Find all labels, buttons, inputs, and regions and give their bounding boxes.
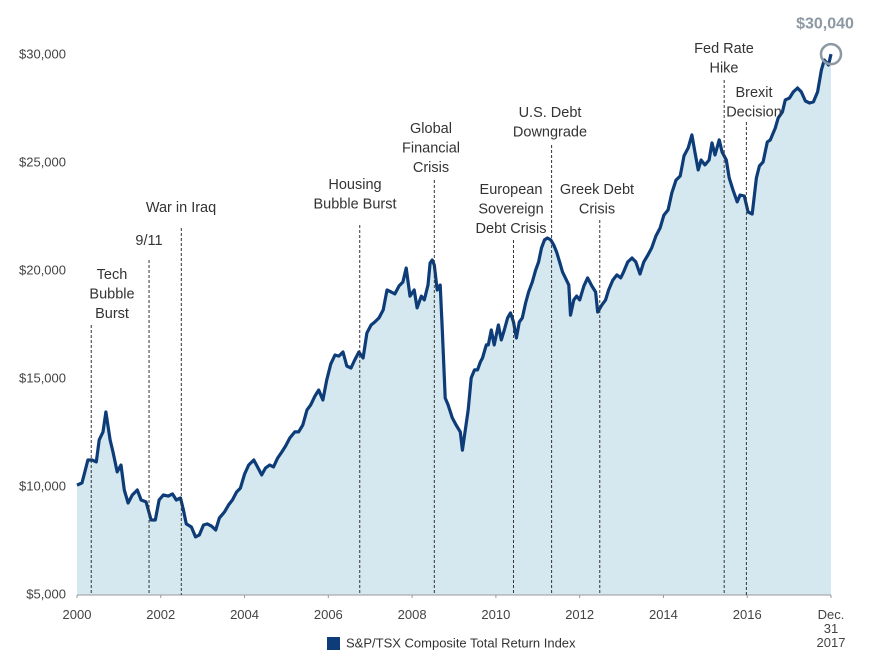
y-tick-label: $30,000 [19,46,66,61]
x-tick-label: 2012 [565,607,595,622]
annotation-text: European [480,182,543,198]
annotation-text: Downgrade [513,124,587,140]
y-tick-label: $15,000 [19,370,66,385]
x-tick-label: 2000 [62,607,92,622]
annotation-text: U.S. Debt [519,105,582,121]
annotation-text: Global [410,121,452,137]
value-label: $30,040 [796,15,854,32]
legend-swatch [327,637,340,650]
y-tick-label: $20,000 [19,262,66,277]
line [76,53,833,539]
annotation-text: Crisis [413,160,449,176]
x-tick-label: 2002 [146,607,176,622]
annotation-text: Decision [726,104,782,120]
annotation-text: 9/11 [135,233,162,249]
annotation-text: Housing [328,177,381,193]
x-tick-label: 2008 [397,607,427,622]
annotation-text: Bubble Burst [313,196,396,212]
annotation-text: Burst [95,306,129,322]
x-tick-label: 2016 [732,607,762,622]
annotation-text: Sovereign [478,201,543,217]
annotation-text: Financial [402,140,460,156]
annotation-text: Crisis [579,201,615,217]
x-tick-label: 2010 [481,607,511,622]
annotation-text: Fed Rate [694,41,754,57]
x-tick-label: 2006 [313,607,343,622]
y-tick-label: $10,000 [19,478,66,493]
x-tick-label: 2014 [648,607,678,622]
x-tick-label: 2004 [230,607,259,622]
y-tick-label: $5,000 [26,586,66,601]
annotation-text: Tech [97,267,128,283]
annotation-text: Brexit [735,85,772,101]
area [77,54,831,596]
annotation-text: War in Iraq [146,200,216,216]
end-marker [819,42,843,66]
annotation-text: Hike [709,60,738,76]
legend-label: S&P/TSX Composite Total Return Index [346,635,576,650]
x-tick-label: Dec. 31 2017 [816,607,846,650]
annotation-text: Greek Debt [560,182,634,198]
y-tick-label: $25,000 [19,154,66,169]
annotation-text: Debt Crisis [476,221,547,237]
annotation-text: Bubble [89,286,134,302]
